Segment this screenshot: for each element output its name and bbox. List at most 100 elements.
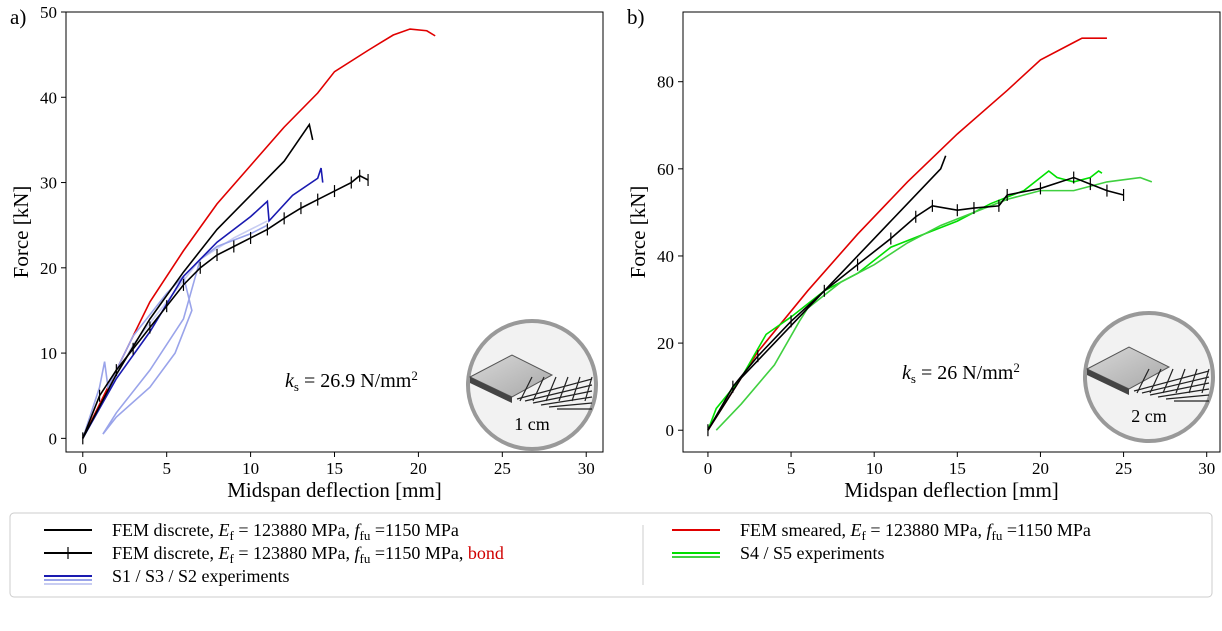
series-line <box>82 167 324 439</box>
legend-label-part: E <box>849 520 861 540</box>
x-tick-label: 10 <box>242 459 259 478</box>
inset-mesh <box>1157 388 1210 398</box>
y-tick-label: 50 <box>40 3 57 22</box>
x-tick-label: 15 <box>326 459 343 478</box>
legend-label-part: f <box>354 543 362 563</box>
annotation: ks = 26.9 N/mm2 <box>285 368 418 394</box>
inset: 2 cm <box>1083 311 1215 443</box>
legend-label: S1 / S3 / S2 experiments <box>112 566 290 586</box>
legend-label-part: = 123880 MPa, <box>866 520 987 540</box>
annotation-part: 2 <box>411 368 418 383</box>
legend-label-part: E <box>217 543 229 563</box>
series-line <box>707 37 1107 431</box>
series-line <box>82 174 369 439</box>
panel-label: a) <box>10 5 26 29</box>
inset-mesh <box>1201 368 1210 394</box>
x-tick-label: 0 <box>79 459 88 478</box>
inset-label: 1 cm <box>514 414 550 434</box>
inset-mesh <box>584 376 593 402</box>
x-tick-label: 5 <box>162 459 171 478</box>
y-tick-label: 0 <box>49 429 58 448</box>
legend-label: FEM discrete, Ef = 123880 MPa, ffu =1150… <box>112 543 504 566</box>
legend-label-part: bond <box>468 543 504 563</box>
series-line <box>707 169 1103 431</box>
inset-mesh <box>1133 370 1210 392</box>
x-tick-label: 15 <box>949 459 966 478</box>
y-tick-label: 60 <box>657 160 674 179</box>
legend-label-part: f <box>229 551 234 566</box>
legend-label-part: f <box>986 520 994 540</box>
inset-mesh <box>532 390 593 404</box>
inset-mesh <box>516 378 593 400</box>
legend-label-part: FEM smeared, <box>740 520 850 540</box>
inset-mesh <box>1149 368 1162 394</box>
legend-label-part: FEM discrete, <box>112 520 218 540</box>
inset-mesh <box>532 376 545 402</box>
x-axis-label: Midspan deflection [mm] <box>227 478 442 502</box>
series-line <box>82 122 314 439</box>
legend-label-part: f <box>354 520 362 540</box>
series-line <box>82 224 268 439</box>
x-tick-label: 20 <box>1032 459 1049 478</box>
x-tick-label: 5 <box>787 459 796 478</box>
x-tick-label: 0 <box>704 459 713 478</box>
x-axis-label: Midspan deflection [mm] <box>844 478 1059 502</box>
annotation-part: = 26.9 N/mm <box>299 370 412 392</box>
legend-label: FEM smeared, Ef = 123880 MPa, ffu =1150 … <box>740 520 1091 543</box>
x-tick-label: 25 <box>494 459 511 478</box>
inset-mesh <box>1188 368 1198 394</box>
series-line <box>707 176 1124 431</box>
annotation: ks = 26 N/mm2 <box>902 360 1020 386</box>
legend-label-part: S4 / S5 experiments <box>740 543 885 563</box>
legend-label-part: E <box>217 520 229 540</box>
legend-label-part: fu <box>360 528 371 543</box>
annotation-part: 2 <box>1013 360 1020 375</box>
y-tick-label: 40 <box>657 247 674 266</box>
inset-mesh <box>524 384 593 402</box>
inset-slab-side <box>1087 369 1129 395</box>
x-tick-label: 10 <box>866 459 883 478</box>
y-tick-label: 0 <box>666 421 675 440</box>
series-line <box>82 220 268 439</box>
annotation-part: k <box>902 362 912 384</box>
legend-label: FEM discrete, Ef = 123880 MPa, ffu =1150… <box>112 520 459 543</box>
legend-label-part: =1150 MPa, <box>370 543 468 563</box>
annotation-part: s <box>294 379 299 394</box>
inset-mesh <box>1162 368 1174 394</box>
inset-mesh <box>1165 394 1210 400</box>
y-tick-label: 10 <box>40 344 57 363</box>
y-tick-label: 40 <box>40 88 57 107</box>
inset-mesh <box>558 376 569 402</box>
legend-label-part: =1150 MPa <box>370 520 459 540</box>
plot-frame <box>682 11 1221 453</box>
annotation-part: s <box>911 371 916 386</box>
legend-box <box>9 512 1213 598</box>
inset: 1 cm <box>466 319 598 451</box>
inset-slab-side <box>470 377 512 403</box>
y-tick-label: 20 <box>657 334 674 353</box>
inset-mesh <box>1141 376 1210 394</box>
inset-mesh <box>571 376 581 402</box>
legend-label-part: = 123880 MPa, <box>234 543 355 563</box>
inset-mesh <box>519 376 533 402</box>
y-tick-label: 80 <box>657 73 674 92</box>
inset-mesh <box>545 376 557 402</box>
series-line <box>707 155 947 431</box>
x-tick-label: 30 <box>578 459 595 478</box>
legend-label-part: = 123880 MPa, <box>234 520 355 540</box>
y-axis-label: Force [kN] <box>626 186 650 279</box>
annotation-part: = 26 N/mm <box>916 362 1014 384</box>
inset-mesh <box>540 396 593 406</box>
legend-label-part: =1150 MPa <box>1002 520 1091 540</box>
inset-mesh <box>548 402 593 408</box>
y-axis-label: Force [kN] <box>9 186 33 279</box>
inset-label: 2 cm <box>1131 406 1167 426</box>
legend-label-part: S1 / S3 / S2 experiments <box>112 566 290 586</box>
panel-label: b) <box>627 5 645 29</box>
y-tick-label: 30 <box>40 174 57 193</box>
annotation-part: k <box>285 370 295 392</box>
x-tick-label: 25 <box>1115 459 1132 478</box>
inset-mesh <box>1149 382 1210 396</box>
x-tick-label: 30 <box>1198 459 1215 478</box>
